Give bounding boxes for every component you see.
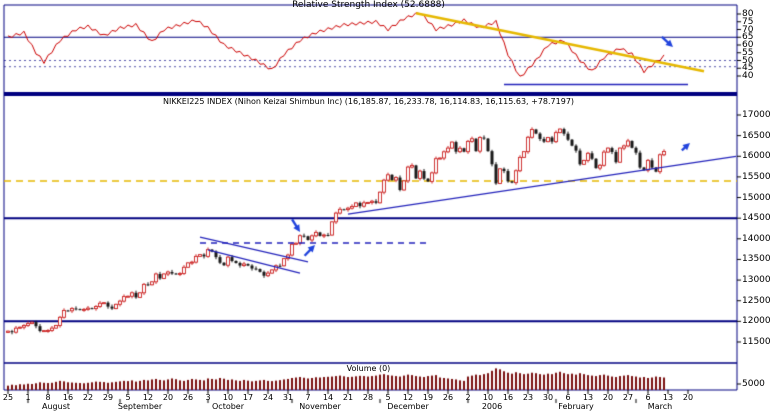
date-tick-label: 21 [342,393,354,402]
rsi-panel-title: Relative Strength Index (52.6888) [292,0,445,10]
date-tick-label: 31 [282,393,294,402]
date-tick-label: 13 [582,393,594,402]
rsi-axis-label: 55 [742,47,754,58]
date-tick-label: 20 [162,393,174,402]
date-tick-label: 12 [142,393,154,402]
rsi-axis-label: 60 [742,40,754,50]
date-tick-label: 22 [82,393,94,402]
date-tick-label: 3 [205,393,211,402]
month-label: November [299,402,341,411]
date-tick-label: 13 [662,393,674,402]
date-tick-label: 1 [25,393,31,402]
date-tick-label: 16 [502,393,514,402]
price-axis-label: 11500 [742,336,770,347]
price-axis-label: 16500 [742,130,770,141]
volume-axis-label: 5000 [742,379,765,389]
date-tick-label: 26 [442,393,454,402]
date-tick-label: 2 [465,393,471,402]
date-tick-label: 20 [602,393,614,402]
price-axis-label: 13000 [742,275,770,286]
price-panel-title: NIKKEI225 INDEX (Nihon Keizai Shimbun In… [162,97,575,106]
price-axis-label: 14500 [742,213,770,224]
price-axis-label: 15000 [742,192,770,203]
price-axis-label: 16000 [742,151,770,162]
date-tick-label: 5 [125,393,131,402]
date-tick-label: 8 [45,393,51,402]
month-label: 2006 [481,402,503,411]
date-tick-label: 24 [262,393,274,402]
date-tick-label: 7 [305,393,311,402]
date-tick-label: 19 [422,393,434,402]
date-tick-label: 12 [402,393,414,402]
date-tick-label: 29 [102,393,114,402]
month-label: March [647,402,673,411]
date-tick-label: 30 [542,393,554,402]
price-axis-label: 14000 [742,233,770,244]
month-label: February [558,402,594,411]
date-tick-label: 10 [222,393,234,402]
date-tick-label: 6 [645,393,651,402]
rsi-axis-label: 45 [742,63,754,74]
price-axis-label: 15500 [742,171,770,182]
month-label: August [42,402,70,411]
date-tick-label: 23 [522,393,534,402]
date-tick-label: 17 [242,393,254,402]
month-label: December [387,402,429,411]
date-tick-label: 25 [2,393,14,402]
rsi-axis-label: 50 [742,55,754,66]
date-tick-label: 5 [385,393,391,402]
date-tick-label: 16 [62,393,74,402]
price-axis-label: 12500 [742,295,770,306]
date-tick-label: 6 [565,393,571,402]
rsi-axis-label: 70 [742,24,754,35]
date-tick-label: 14 [322,393,334,402]
date-tick-label: 28 [362,393,374,402]
date-tick-label: 10 [482,393,494,402]
month-label: October [211,402,245,411]
month-label: September [117,402,163,411]
rsi-axis-label: 75 [742,16,754,27]
price-axis-label: 13500 [742,254,770,265]
date-tick-label: 20 [682,393,694,402]
price-axis-label: 12000 [742,316,770,327]
rsi-axis-label: 80 [742,9,754,19]
volume-panel-title: Volume (0) [346,364,391,373]
date-tick-label: 27 [622,393,634,402]
rsi-axis-label: 65 [742,32,754,43]
price-axis-label: 17000 [742,110,770,120]
date-tick-label: 26 [182,393,194,402]
rsi-axis-label: 40 [742,71,754,81]
